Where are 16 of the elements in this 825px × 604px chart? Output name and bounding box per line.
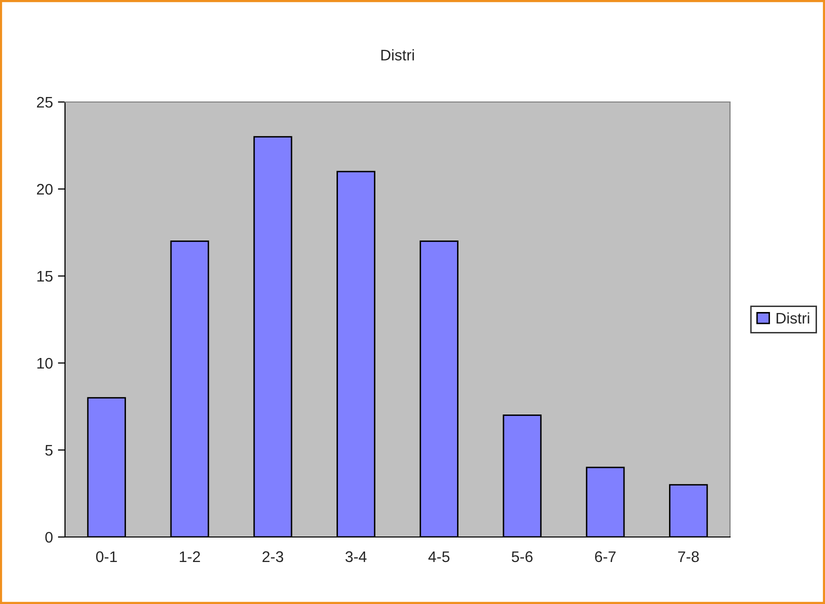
x-tick-label: 7-8: [678, 551, 699, 562]
x-tick-label: 6-7: [595, 551, 616, 562]
y-tick-label: 15: [37, 271, 53, 282]
x-tick-label: 0-1: [96, 551, 117, 562]
y-tick-label: 20: [36, 184, 53, 195]
chart-title: Distri: [381, 49, 414, 60]
x-tick-label: 4-5: [428, 551, 450, 562]
x-tick-label: 5-6: [512, 551, 533, 562]
y-tick-label: 25: [36, 96, 53, 108]
y-tick-label: 5: [45, 445, 53, 456]
x-tick-label: 2-3: [262, 551, 284, 562]
y-tick-label: 10: [37, 358, 53, 369]
x-tick-label: 1-2: [180, 551, 200, 562]
legend-label: Distri: [776, 312, 810, 324]
y-tick-label: 0: [45, 532, 53, 543]
x-tick-label: 3-4: [345, 551, 367, 562]
